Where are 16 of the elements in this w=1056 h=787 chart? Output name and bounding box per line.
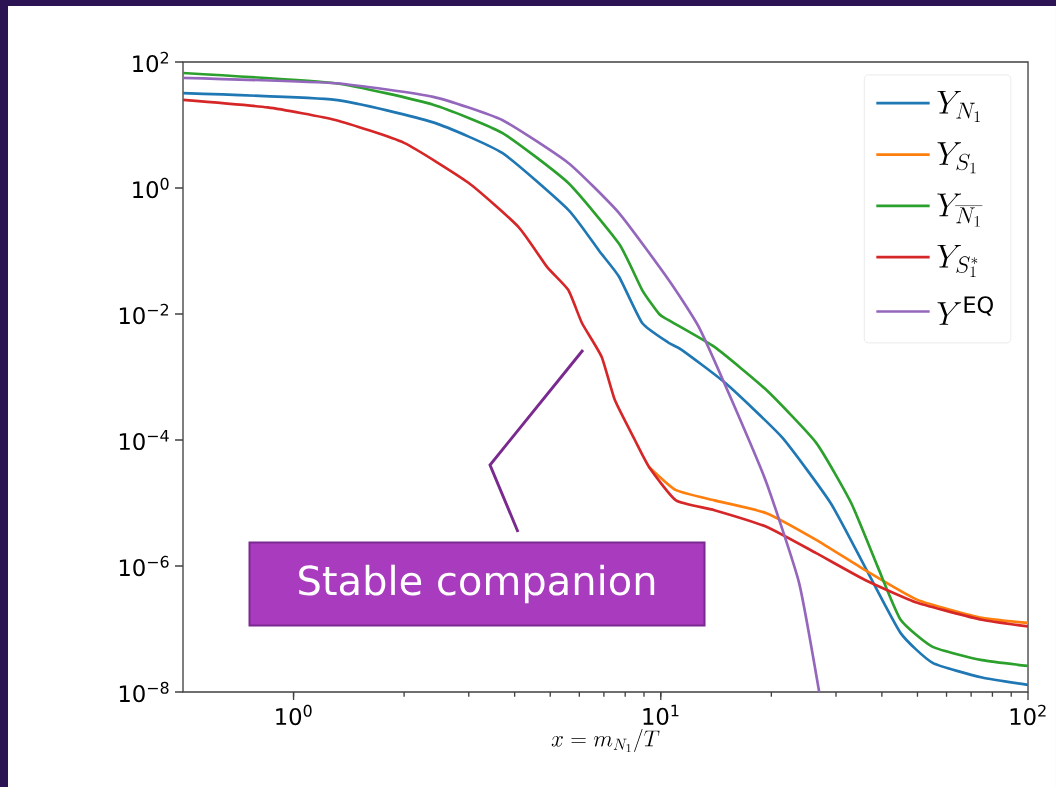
x-tick-label: 10$^{0}$	[276, 704, 312, 726]
y-tick-label: 10$^{−2}$	[119, 303, 169, 325]
x-tick-label: 10$^{1}$	[643, 704, 679, 725]
y-tick-label: 10$^{−4}$	[119, 429, 169, 451]
y-tick-label: 10$^{2}$	[133, 51, 169, 73]
y-tick-label: 10$^{−6}$	[119, 555, 169, 577]
x-axis-title: $x = m_{N_1}/T$	[551, 729, 660, 753]
legend-label: $Y_{S_1}$	[937, 142, 976, 174]
y-tick-label: 10$^{−8}$	[119, 681, 169, 703]
x-tick-label: 10$^{2}$	[1010, 704, 1046, 726]
legend-label: $Y^{\mathrm{EQ}}$	[937, 296, 993, 325]
legend-label: $Y_{S_1^*}$	[937, 244, 978, 278]
annotation: Stable companion	[299, 564, 655, 604]
y-tick-label: 10$^{0}$	[133, 177, 169, 199]
legend-label: $Y_{N_1}$	[937, 90, 980, 122]
legend-label: $Y_{\overline{N_1}}$	[937, 193, 983, 227]
